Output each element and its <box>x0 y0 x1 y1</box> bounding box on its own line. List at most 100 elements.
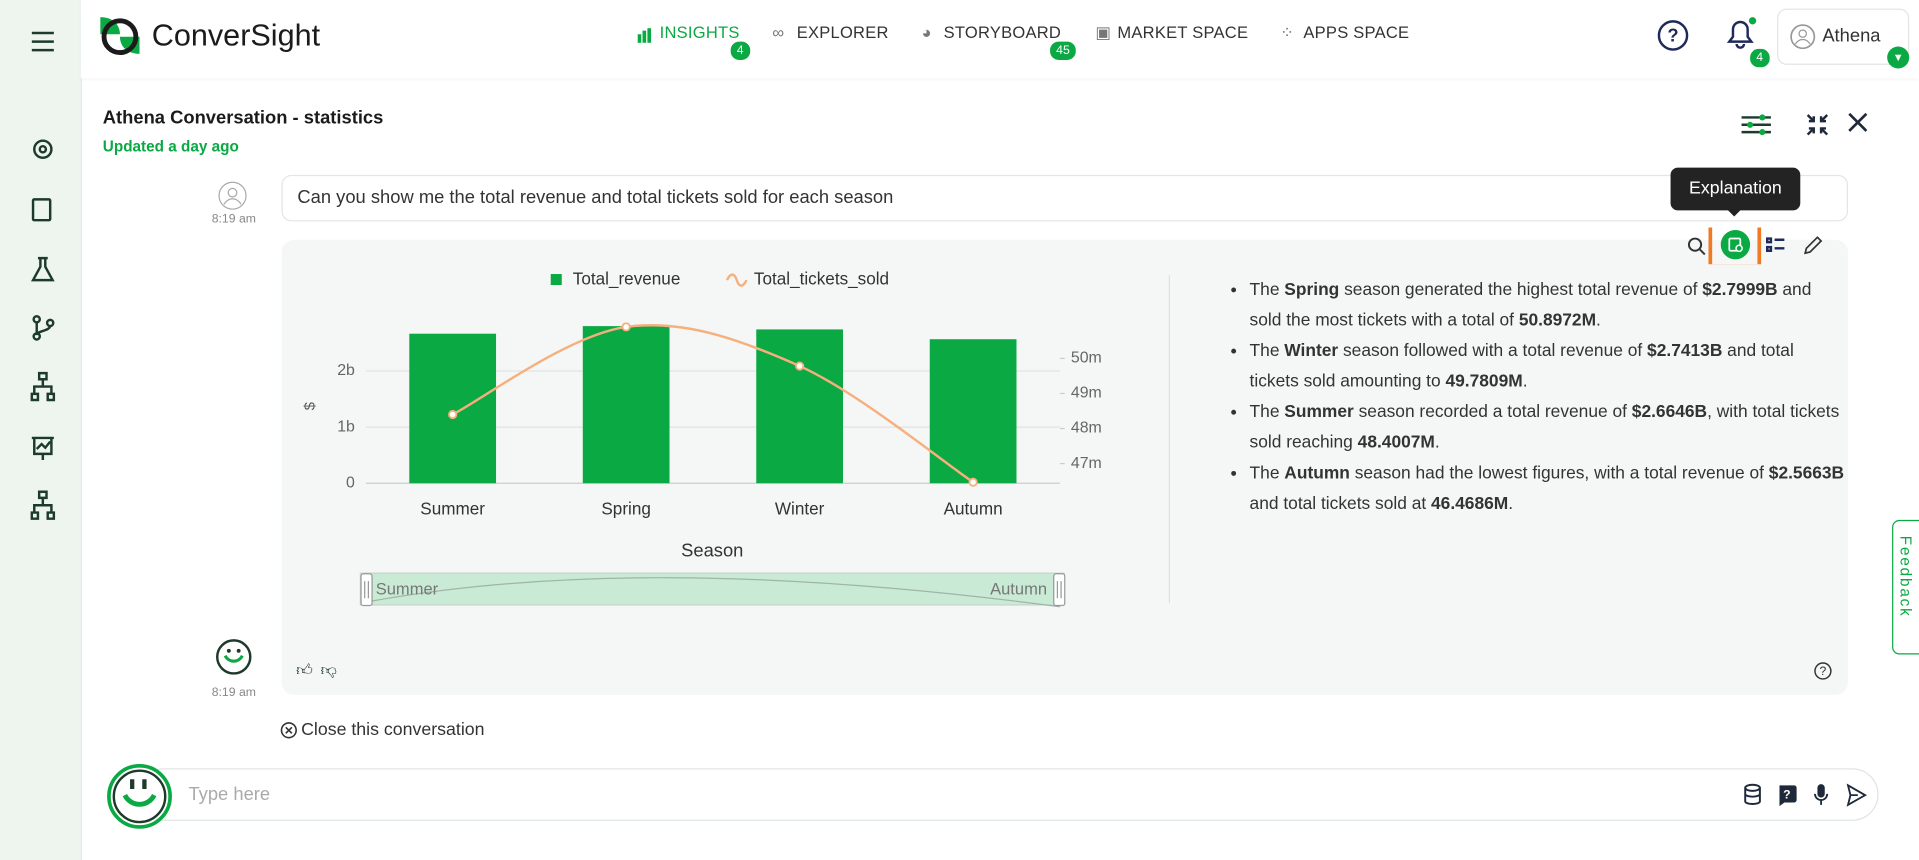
nav-storyboard[interactable]: STORYBOARD <box>943 23 1062 42</box>
hierarchy-icon[interactable] <box>30 490 56 520</box>
storyboard-icon: ◕ <box>921 23 932 42</box>
explanation-list: The Spring season generated the highest … <box>1231 275 1845 520</box>
text: . <box>1508 494 1514 514</box>
user-menu[interactable] <box>1777 8 1910 65</box>
nav-market-space[interactable]: MARKET SPACE <box>1117 23 1249 42</box>
apps-icon: ⁘ <box>1280 23 1295 42</box>
text: The <box>1249 463 1285 484</box>
conversation-title: Athena Conversation - statistics <box>102 107 384 129</box>
text: season generated the highest total reven… <box>1339 280 1703 300</box>
edit-button[interactable] <box>1804 236 1823 255</box>
nav-badge: 4 <box>729 40 751 62</box>
insights-icon <box>637 27 653 43</box>
settings-toggle[interactable] <box>1741 116 1771 134</box>
highlight: $2.5663B <box>1768 463 1845 484</box>
like-button[interactable]: 👍︎ <box>296 660 313 679</box>
svg-text:?: ? <box>1820 664 1827 678</box>
send-button[interactable] <box>1846 783 1867 807</box>
user-name: Athena <box>1822 25 1881 47</box>
text: . <box>1522 371 1528 392</box>
help-icon[interactable]: ? <box>1814 662 1832 680</box>
message-input[interactable] <box>137 768 1879 821</box>
close-conversation[interactable]: Close this conversation <box>301 720 485 741</box>
nav-insights[interactable]: INSIGHTS <box>659 23 740 42</box>
text: The <box>1249 402 1285 423</box>
notification-badge: 4 <box>1748 47 1771 69</box>
list-button[interactable] <box>1766 237 1785 252</box>
hierarchy-icon[interactable] <box>30 371 56 402</box>
text: season recorded a total revenue of <box>1353 402 1632 423</box>
data-button[interactable] <box>1744 783 1761 792</box>
close-icon <box>280 722 297 739</box>
bot-avatar <box>216 639 252 675</box>
text: season followed with a total revenue of <box>1338 341 1648 361</box>
zoom-handles <box>360 573 1066 608</box>
highlight: Winter <box>1284 341 1339 361</box>
user-dropdown[interactable]: ▼ <box>1887 46 1910 69</box>
menu-icon[interactable] <box>31 31 54 52</box>
market-icon: ▣ <box>1095 23 1112 42</box>
tooltip-arrow <box>1726 209 1742 217</box>
nav-badge: 45 <box>1048 40 1078 62</box>
highlight: 49.7809M <box>1445 371 1523 392</box>
feedback-tab[interactable] <box>1892 519 1919 655</box>
header-actions <box>1741 112 1868 136</box>
dashboard-icon[interactable] <box>31 436 54 460</box>
text: The <box>1249 280 1285 300</box>
text: and sold the most tickets with a total o… <box>1249 280 1812 331</box>
report-icon[interactable] <box>31 198 52 222</box>
settings-icon[interactable] <box>33 139 53 160</box>
answer-toolbar <box>1687 227 1823 265</box>
divider <box>1168 275 1171 604</box>
highlight: 50.8972M <box>1518 310 1597 331</box>
text: The <box>1249 341 1285 361</box>
notifications-button[interactable] <box>1723 15 1757 52</box>
explanation-button[interactable] <box>1720 229 1751 260</box>
text: . <box>1434 433 1440 453</box>
branch-icon[interactable] <box>35 321 52 336</box>
text: . <box>1596 310 1601 331</box>
lab-icon[interactable] <box>30 256 55 282</box>
nav-explorer[interactable]: EXPLORER <box>796 23 889 42</box>
text: season had the lowest figures, with a to… <box>1349 463 1769 484</box>
tooltip: Explanation <box>1670 167 1801 211</box>
answer-time: 8:19 am <box>211 686 256 700</box>
zoom-start-label: Summer <box>375 579 439 599</box>
nav-apps-space[interactable]: APPS SPACE <box>1303 23 1410 42</box>
question-button[interactable] <box>1779 785 1797 807</box>
highlight: 46.4686M <box>1431 494 1509 514</box>
user-avatar <box>1790 24 1816 50</box>
explorer-icon: ∞ <box>772 23 785 42</box>
highlight: $2.7999B <box>1702 280 1778 300</box>
explanation-item: The Summer season recorded a total reven… <box>1250 398 1845 459</box>
search-button[interactable] <box>1687 237 1703 252</box>
logo-mark <box>100 17 140 56</box>
mic-button[interactable] <box>1817 784 1825 798</box>
question-text: Can you show me the total revenue and to… <box>297 187 894 208</box>
explanation-item: The Spring season generated the highest … <box>1250 275 1845 336</box>
svg-text:?: ? <box>1783 787 1790 801</box>
text: and total tickets sold at <box>1249 494 1432 514</box>
minimize-button[interactable] <box>1806 114 1829 136</box>
highlight: $2.6646B <box>1631 402 1708 423</box>
question-time: 8:19 am <box>211 212 256 227</box>
explanation-item: The Autumn season had the lowest figures… <box>1250 459 1845 520</box>
feedback-label: Feedback <box>1896 535 1915 618</box>
logo-text: ConverSight <box>151 18 321 53</box>
highlight: Summer <box>1284 402 1354 423</box>
bot-logo <box>107 763 172 829</box>
zoom-handle[interactable] <box>1053 573 1066 607</box>
top-bar <box>80 0 1919 79</box>
zoom-end-label: Autumn <box>990 579 1048 599</box>
zoom-handle[interactable] <box>360 573 373 607</box>
input-actions: ? <box>1744 783 1867 807</box>
help-button[interactable]: ? <box>1657 20 1689 52</box>
dislike-button[interactable]: 👎︎ <box>320 660 337 679</box>
updated-label: Updated a day ago <box>102 138 239 156</box>
explanation-item: The Winter season followed with a total … <box>1250 336 1845 397</box>
sidebar <box>0 0 82 860</box>
close-button[interactable] <box>1848 112 1868 132</box>
highlight: Spring <box>1284 280 1340 300</box>
